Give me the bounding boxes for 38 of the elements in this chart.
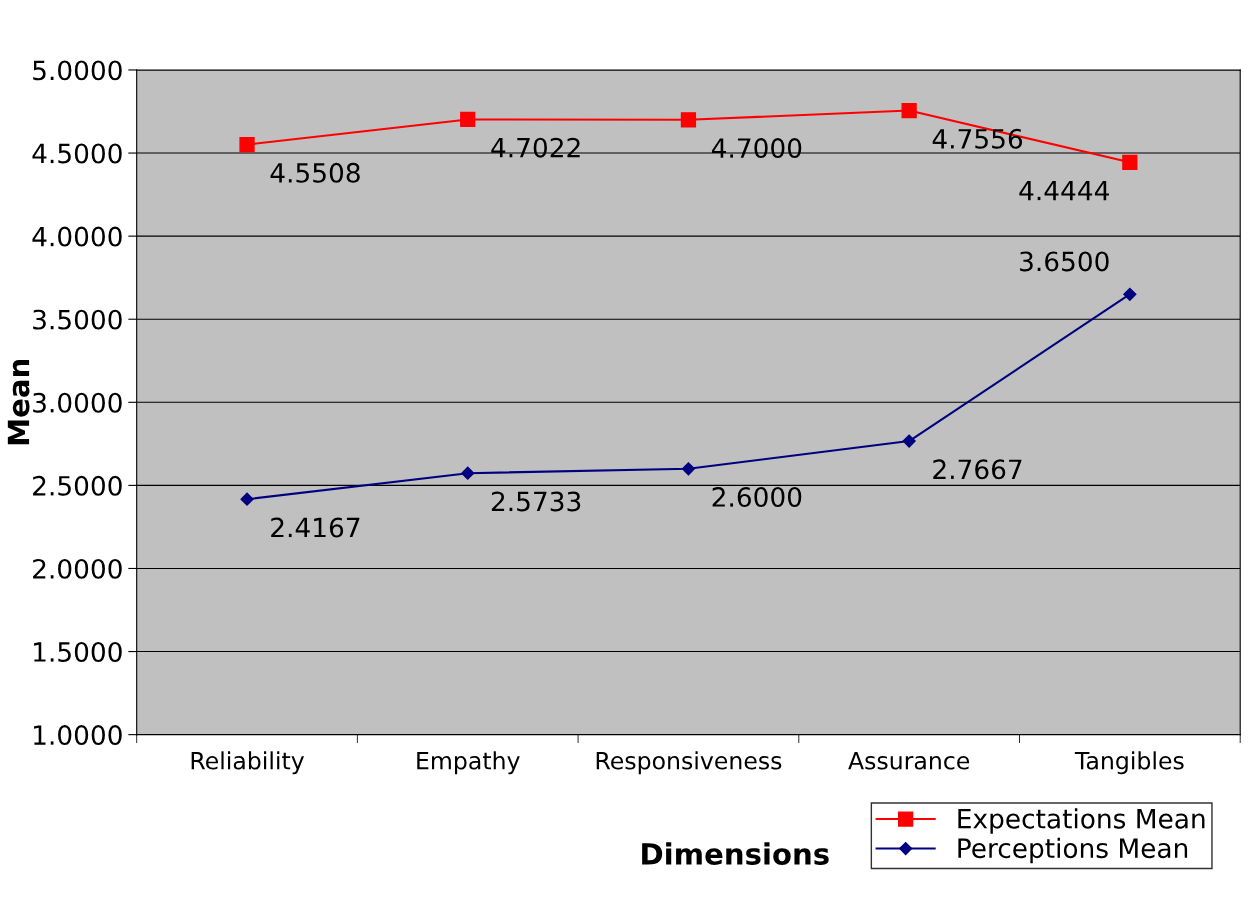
legend-label: Perceptions Mean: [958, 837, 1188, 864]
point: [681, 462, 696, 476]
y-tick-label: 5.0000: [33, 60, 122, 81]
y-tick-label: 4.0000: [32, 226, 122, 247]
point: [1122, 154, 1138, 170]
x-tick-label: Assurance: [848, 752, 970, 770]
x-axis-title: Dimensions: [642, 842, 829, 865]
point: [901, 102, 917, 119]
y-tick-label: 1.5000: [34, 642, 122, 662]
data-label: 2.6000: [712, 487, 802, 507]
point: [680, 112, 697, 128]
y-tick-label: 2.0000: [33, 558, 122, 579]
y-tick-label: 2.5000: [33, 475, 122, 496]
point: [460, 111, 476, 128]
data-label: 4.7022: [491, 137, 580, 158]
data-label: 4.4444: [1019, 180, 1109, 201]
data-label: 4.7000: [711, 138, 802, 159]
x-tick-label: Empathy: [417, 751, 520, 775]
legend-label: Expectations Mean: [958, 808, 1205, 834]
point: [461, 466, 475, 480]
point: [1123, 287, 1137, 301]
y-axis-title: Mean: [7, 359, 30, 445]
data-label: 4.5508: [270, 162, 360, 183]
y-tick-label: 3.5000: [33, 309, 122, 330]
data-label: 2.5733: [491, 491, 581, 512]
x-tick-label: Responsiveness: [596, 751, 782, 775]
y-tick-label: 4.5000: [32, 143, 122, 164]
y-tick-label: 1.0000: [34, 725, 122, 746]
point: [239, 136, 255, 153]
data-label: 4.7556: [932, 128, 1023, 149]
x-tick-label: Tangibles: [1074, 751, 1184, 775]
point: [240, 492, 254, 506]
data-label: 3.6500: [1020, 251, 1109, 272]
y-tick-label: 3.0000: [33, 392, 122, 413]
point: [902, 434, 916, 448]
data-label: 2.7667: [933, 459, 1022, 480]
x-tick-label: Reliability: [191, 751, 305, 775]
data-label: 2.4167: [271, 517, 360, 538]
